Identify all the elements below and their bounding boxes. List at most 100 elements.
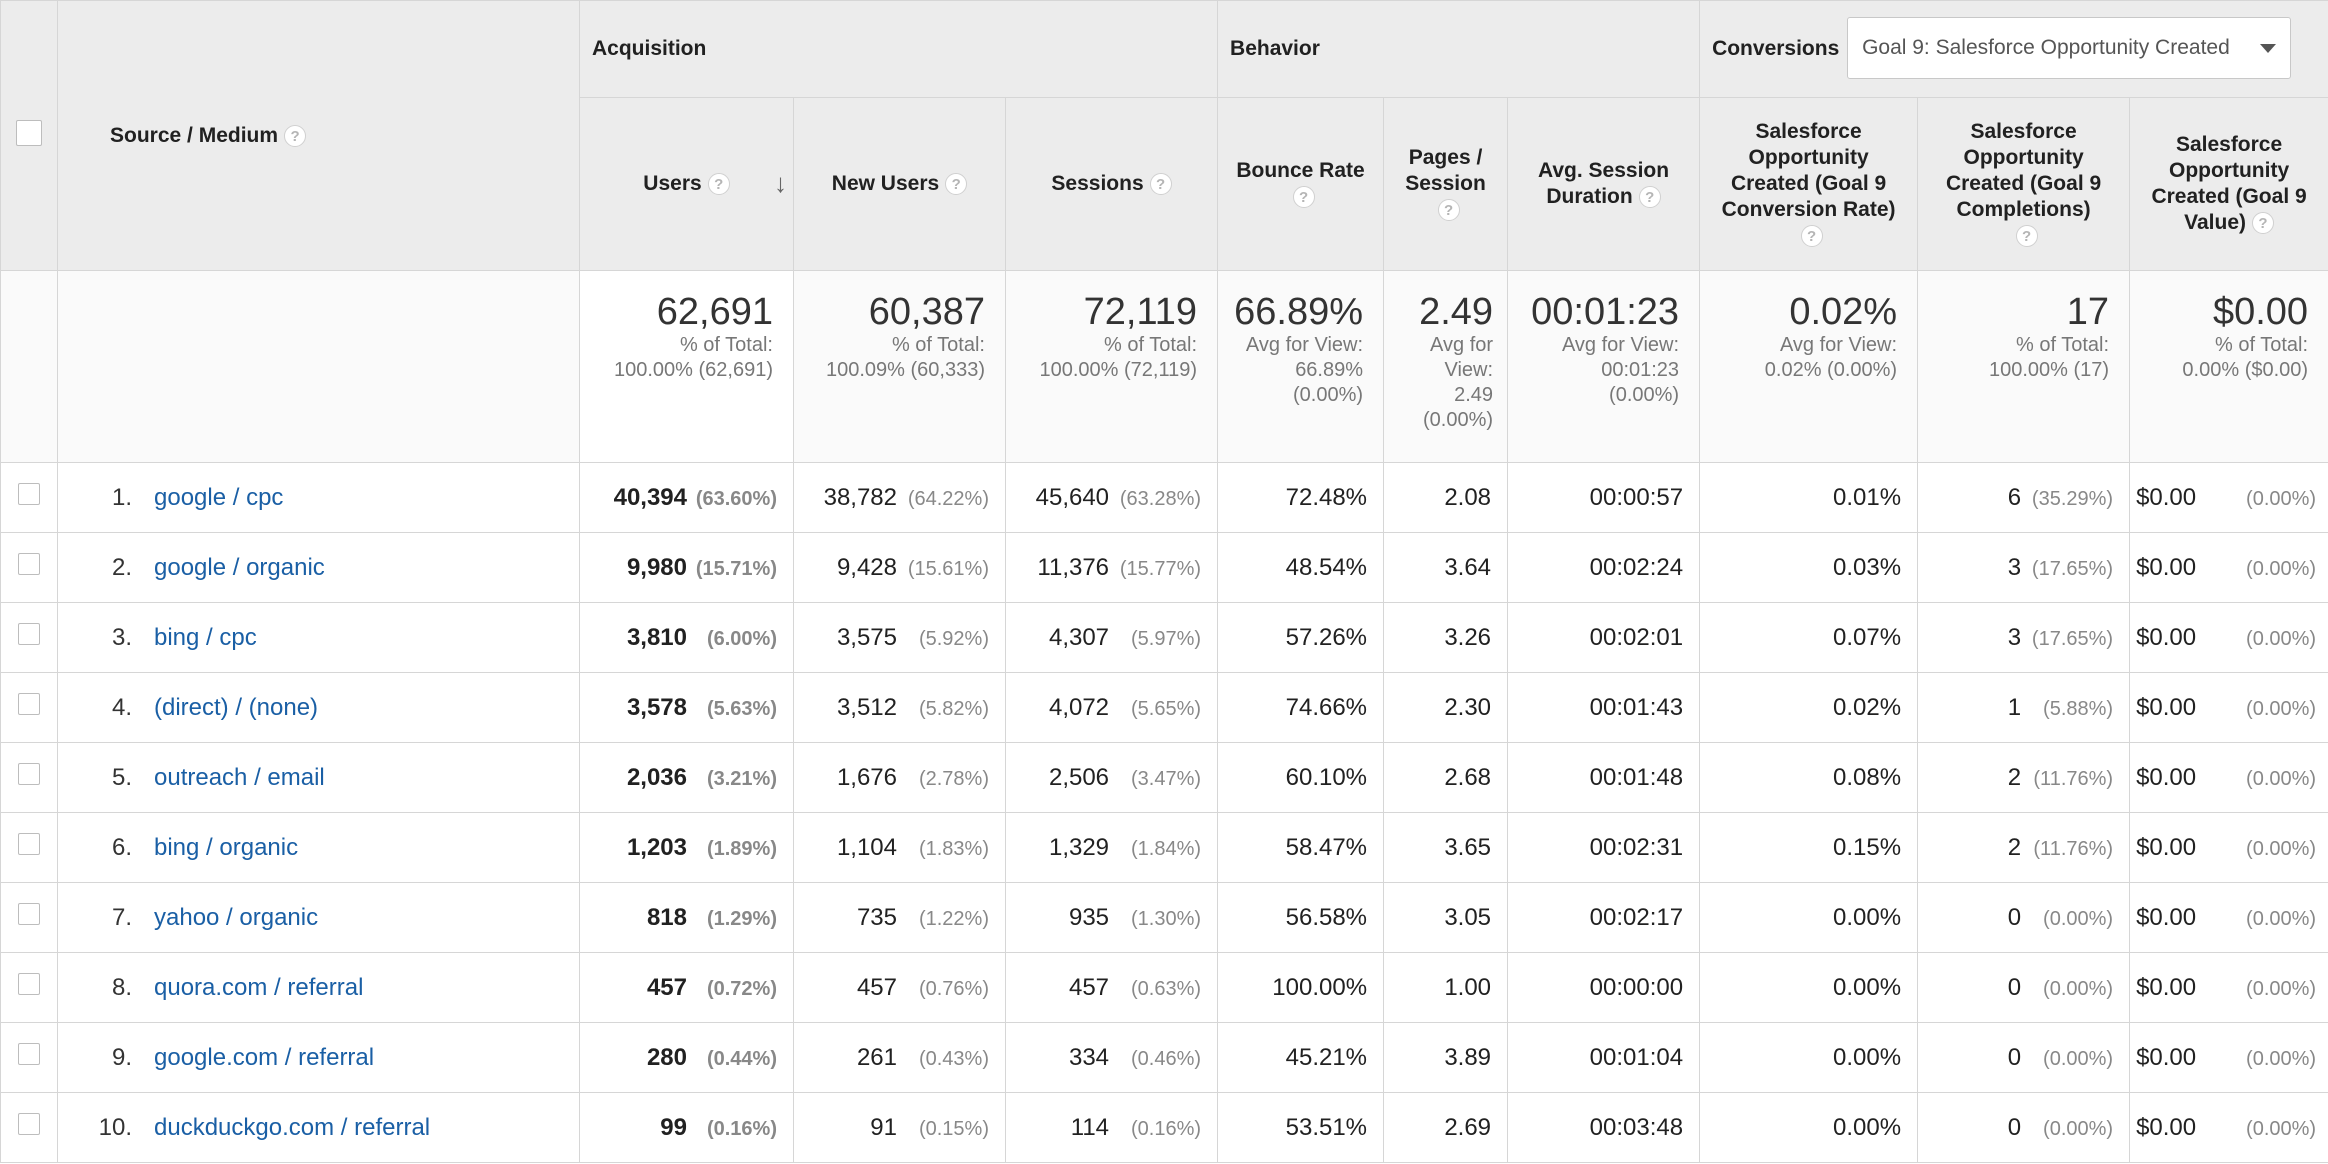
source-medium-link[interactable]: outreach / email bbox=[154, 763, 325, 791]
value-total-label: % of Total: bbox=[2215, 334, 2309, 356]
question-icon[interactable]: ? bbox=[2015, 225, 2038, 248]
source-medium-link[interactable]: quora.com / referral bbox=[154, 973, 364, 1001]
row-checkbox[interactable] bbox=[18, 623, 40, 645]
row-checkbox[interactable] bbox=[18, 833, 40, 855]
row-index: 3. bbox=[111, 623, 132, 651]
sessions-total: 72,119% of Total: 100.00% (72,119) bbox=[1004, 270, 1219, 463]
value-header[interactable]: Salesforce Opportunity Created (Goal 9 V… bbox=[2129, 97, 2328, 271]
row-checkbox[interactable] bbox=[18, 553, 40, 575]
conversion-rate-cell: 0.03% bbox=[1699, 532, 1919, 603]
source-medium-link[interactable]: bing / organic bbox=[154, 833, 299, 861]
value-pct: (0.00%) bbox=[2246, 767, 2317, 790]
new-users-header[interactable]: New Users? bbox=[793, 97, 1006, 271]
pages-session-header[interactable]: Pages / Session? bbox=[1383, 97, 1509, 271]
conversion-rate-cell: 0.00% bbox=[1699, 952, 1919, 1023]
avg-session-duration-label: Avg. Session Duration bbox=[1537, 159, 1670, 208]
row-checkbox[interactable] bbox=[18, 1043, 40, 1065]
new-users-total-pct: 100.09% (60,333) bbox=[825, 359, 985, 381]
row-checkbox[interactable] bbox=[18, 1113, 40, 1135]
row-checkbox-cell bbox=[0, 462, 58, 533]
sessions-total-value: 72,119 bbox=[1083, 291, 1198, 333]
question-icon[interactable]: ? bbox=[707, 173, 730, 196]
value-cell: $0.00 (0.00%) bbox=[2129, 532, 2328, 603]
completions-pct: (11.76%) bbox=[2033, 837, 2114, 860]
users-total-value: 62,691 bbox=[656, 291, 773, 333]
question-icon[interactable]: ? bbox=[2252, 212, 2274, 235]
new-users-cell: 261 (0.43%) bbox=[793, 1022, 1006, 1093]
question-icon[interactable]: ? bbox=[1638, 186, 1661, 209]
goal-dropdown-value: Goal 9: Salesforce Opportunity Created bbox=[1862, 36, 2230, 59]
conversion-rate-cell: 0.00% bbox=[1699, 882, 1919, 953]
sessions-header[interactable]: Sessions? bbox=[1004, 97, 1219, 271]
sessions-value: 45,640 bbox=[1035, 483, 1110, 511]
question-icon[interactable]: ? bbox=[284, 124, 307, 147]
value-value: $0.00 bbox=[2136, 833, 2197, 861]
question-icon[interactable]: ? bbox=[1437, 199, 1460, 222]
row-checkbox[interactable] bbox=[18, 483, 40, 505]
row-checkbox[interactable] bbox=[18, 973, 40, 995]
completions-pct: (11.76%) bbox=[2033, 767, 2114, 790]
row-checkbox-cell bbox=[0, 532, 58, 603]
completions-header[interactable]: Salesforce Opportunity Created (Goal 9 C… bbox=[1917, 97, 2131, 271]
users-header[interactable]: Users? ↓ bbox=[579, 97, 794, 271]
source-medium-link[interactable]: duckduckgo.com / referral bbox=[154, 1113, 431, 1141]
pages-session-label: Pages / Session bbox=[1405, 146, 1486, 195]
new-users-cell: 91 (0.15%) bbox=[793, 1092, 1006, 1163]
conversion-rate-cell: 0.07% bbox=[1699, 602, 1919, 673]
new-users-cell: 1,676 (2.78%) bbox=[793, 742, 1006, 813]
select-all-checkbox[interactable] bbox=[16, 120, 42, 146]
sessions-value: 11,376 bbox=[1037, 553, 1110, 581]
bounce-rate-header[interactable]: Bounce Rate? bbox=[1217, 97, 1385, 271]
completions-total-pct: 100.00% (17) bbox=[1988, 359, 2110, 381]
bounce-rate-value: 100.00% bbox=[1272, 973, 1368, 1001]
duration-value: 00:01:43 bbox=[1589, 693, 1684, 721]
value-pct: (0.00%) bbox=[2246, 837, 2317, 860]
source-medium-link[interactable]: google / cpc bbox=[154, 483, 284, 511]
sessions-pct: (63.28%) bbox=[1119, 487, 1202, 510]
question-icon[interactable]: ? bbox=[945, 173, 968, 196]
row-checkbox[interactable] bbox=[18, 693, 40, 715]
source-medium-link[interactable]: yahoo / organic bbox=[154, 903, 319, 931]
users-value: 40,394 bbox=[613, 483, 687, 511]
bounce-rate-value: 56.58% bbox=[1285, 903, 1368, 931]
source-medium-link[interactable]: google / organic bbox=[154, 553, 325, 581]
pages-session-value: 3.05 bbox=[1444, 903, 1492, 931]
completions-total: 17% of Total: 100.00% (17) bbox=[1917, 270, 2131, 463]
source-medium-link[interactable]: bing / cpc bbox=[154, 623, 257, 651]
source-medium-link[interactable]: (direct) / (none) bbox=[154, 693, 319, 721]
row-index: 6. bbox=[111, 833, 132, 861]
source-medium-header[interactable]: Source / Medium? bbox=[57, 0, 580, 271]
value-value: $0.00 bbox=[2136, 693, 2197, 721]
conversion-rate-header[interactable]: Salesforce Opportunity Created (Goal 9 C… bbox=[1699, 97, 1919, 271]
row-checkbox[interactable] bbox=[18, 763, 40, 785]
duration-cell: 00:01:48 bbox=[1507, 742, 1701, 813]
completions-cell: 3 (17.65%) bbox=[1917, 532, 2131, 603]
behavior-label: Behavior bbox=[1230, 37, 1320, 60]
pages-session-cell: 3.26 bbox=[1383, 602, 1509, 673]
source-cell: 9. google.com / referral bbox=[57, 1022, 580, 1093]
pages-session-value: 2.69 bbox=[1444, 1113, 1492, 1141]
totals-empty-cell bbox=[57, 270, 580, 463]
row-checkbox[interactable] bbox=[18, 903, 40, 925]
sessions-cell: 2,506 (3.47%) bbox=[1004, 742, 1219, 813]
arrow-down-icon[interactable]: ↓ bbox=[774, 168, 787, 198]
source-medium-link[interactable]: google.com / referral bbox=[154, 1043, 375, 1071]
pages-session-cell: 3.64 bbox=[1383, 532, 1509, 603]
conversion-rate-cell: 0.01% bbox=[1699, 462, 1919, 533]
new-users-value: 457 bbox=[856, 973, 897, 1001]
goal-dropdown[interactable]: Goal 9: Salesforce Opportunity Created bbox=[1847, 17, 2292, 79]
question-icon[interactable]: ? bbox=[1800, 225, 1823, 248]
conversion-rate-cell: 0.08% bbox=[1699, 742, 1919, 813]
pages-session-total-label2: View: bbox=[1444, 359, 1494, 381]
value-pct: (0.00%) bbox=[2246, 557, 2317, 580]
value-total-pct: 0.00% ($0.00) bbox=[2182, 359, 2309, 381]
bounce-rate-cell: 74.66% bbox=[1217, 672, 1385, 743]
users-value: 9,980 bbox=[626, 553, 687, 581]
new-users-value: 261 bbox=[856, 1043, 897, 1071]
question-icon[interactable]: ? bbox=[1292, 186, 1315, 209]
value-value: $0.00 bbox=[2136, 553, 2197, 581]
users-pct: (0.16%) bbox=[706, 1117, 777, 1140]
question-icon[interactable]: ? bbox=[1149, 173, 1172, 196]
value-total: $0.00% of Total: 0.00% ($0.00) bbox=[2129, 270, 2328, 463]
avg-session-duration-header[interactable]: Avg. Session Duration? bbox=[1507, 97, 1701, 271]
